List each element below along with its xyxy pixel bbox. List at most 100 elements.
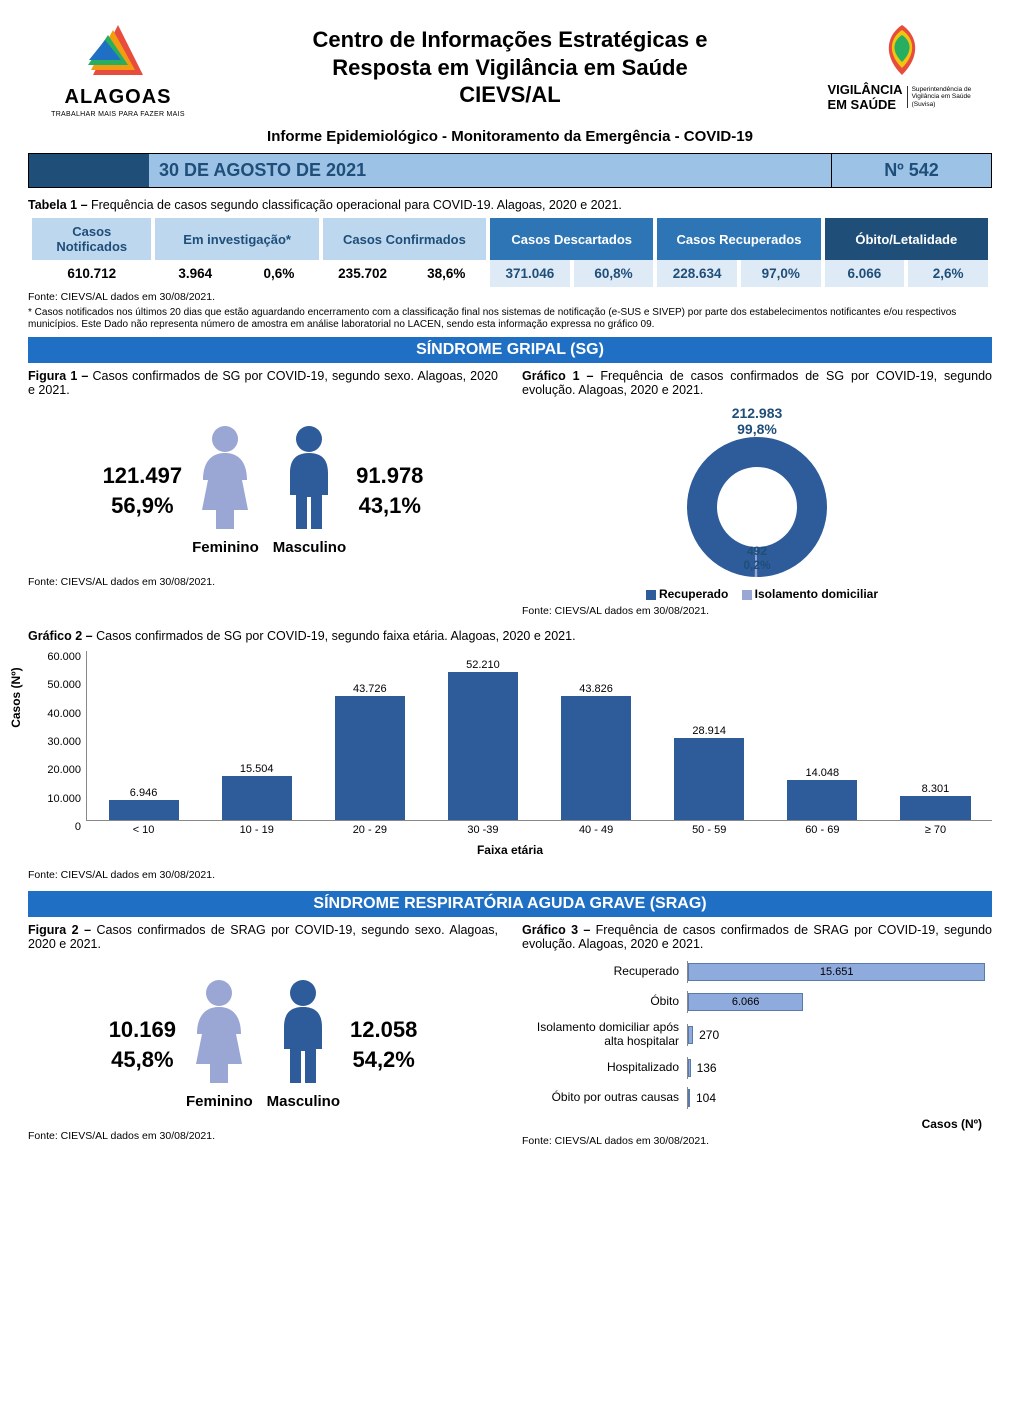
header: ALAGOAS TRABALHAR MAIS PARA FAZER MAIS C… <box>28 20 992 118</box>
g3-bar: 15.651 <box>688 963 985 981</box>
t1-ob-n: 6.066 <box>825 260 905 287</box>
logo-left-sub: TRABALHAR MAIS PARA FAZER MAIS <box>51 111 185 118</box>
masc2-count: 12.058 <box>350 1015 417 1045</box>
g2-bar-category: 30 -39 <box>467 824 498 836</box>
donut-val: 212.983 <box>732 405 783 421</box>
g2-bar-value: 8.301 <box>922 783 950 795</box>
g2-ytick: 40.000 <box>29 708 81 720</box>
donut-small-pct: 0,2% <box>743 558 771 572</box>
grafico1-caption-bold: Gráfico 1 – <box>522 369 594 383</box>
g3-row-label: Recuperado <box>522 965 687 979</box>
t1-conf-n: 235.702 <box>323 260 403 287</box>
t1-desc-p: 60,8% <box>574 260 654 287</box>
g3-row: Isolamento domiciliar após alta hospital… <box>522 1021 992 1049</box>
title-line2: Resposta em Vigilância em Saúde <box>218 54 802 82</box>
t1-ob-p: 2,6% <box>908 260 988 287</box>
g3-xlabel: Casos (Nº) <box>522 1117 992 1131</box>
g2-bar-value: 6.946 <box>130 787 158 799</box>
g3-bar-value: 270 <box>693 1028 719 1042</box>
female-icon-2 <box>188 979 250 1084</box>
figura2-caption-text: Casos confirmados de SRAG por COVID-19, … <box>28 923 498 951</box>
g2-bar-category: < 10 <box>133 824 155 836</box>
subtitle: Informe Epidemiológico - Monitoramento d… <box>28 128 992 145</box>
legend-sw-2 <box>742 590 752 600</box>
g3-row: Óbito6.066 <box>522 991 992 1013</box>
gender-icons-2: Feminino Masculino <box>186 979 340 1110</box>
g3-row-track: 136 <box>687 1057 992 1079</box>
grafico1: Gráfico 1 – Frequência de casos confirma… <box>522 369 992 621</box>
t1-conf-p: 38,6% <box>406 260 486 287</box>
g2-bar <box>561 696 631 820</box>
logo-right-line1: VIGILÂNCIA <box>827 82 902 97</box>
g3-bar-value: 136 <box>691 1061 717 1075</box>
g2-bar-category: 20 - 29 <box>353 824 387 836</box>
vigilancia-logo-icon <box>867 20 937 80</box>
masc-stats: 91.978 43,1% <box>356 461 423 520</box>
fonte-g3: Fonte: CIEVS/AL dados em 30/08/2021. <box>522 1135 992 1147</box>
g2-ytick: 0 <box>29 821 81 833</box>
g2-bar-value: 14.048 <box>805 767 839 779</box>
logo-right-line2: EM SAÚDE <box>827 97 902 112</box>
g2-bar <box>335 696 405 820</box>
t1-h-notificados: Casos Notificados <box>32 218 151 260</box>
t1-inv-p: 0,6% <box>239 260 319 287</box>
fem-stats: 121.497 56,9% <box>103 461 183 520</box>
masc-label: Masculino <box>273 539 346 556</box>
g3-row-label: Hospitalizado <box>522 1061 687 1075</box>
title-line1: Centro de Informações Estratégicas e <box>218 26 802 54</box>
grafico2-caption-bold: Gráfico 2 – <box>28 629 93 643</box>
g2-bar-category: 10 - 19 <box>240 824 274 836</box>
logo-left: ALAGOAS TRABALHAR MAIS PARA FAZER MAIS <box>28 20 208 118</box>
g2-bar <box>674 738 744 820</box>
g3-bar <box>688 1089 690 1107</box>
g2-bar-slot: 8.301≥ 70 <box>879 651 992 820</box>
g2-ytick: 10.000 <box>29 793 81 805</box>
t1-inv-n: 3.964 <box>155 260 235 287</box>
logo-left-text: ALAGOAS <box>65 86 172 109</box>
title-block: Centro de Informações Estratégicas e Res… <box>208 20 812 109</box>
g3-row-track: 104 <box>687 1087 992 1109</box>
g2-ytick: 30.000 <box>29 736 81 748</box>
g2-ylabel: Casos (Nº) <box>9 667 23 727</box>
fonte-t1: Fonte: CIEVS/AL dados em 30/08/2021. <box>28 291 992 303</box>
donut-legend: Recuperado Isolamento domiciliar <box>636 587 878 601</box>
g3-row-label: Óbito por outras causas <box>522 1091 687 1105</box>
g2-bar-slot: 14.04860 - 69 <box>766 651 879 820</box>
g2-bar <box>787 780 857 820</box>
legend-2: Isolamento domiciliar <box>755 587 878 601</box>
donut-small-val: 492 <box>747 544 767 558</box>
figura1: Figura 1 – Casos confirmados de SG por C… <box>28 369 498 621</box>
g2-bar-value: 15.504 <box>240 763 274 775</box>
logo-right: VIGILÂNCIA EM SAÚDE Superintendência de … <box>812 20 992 112</box>
g3-row-label: Óbito <box>522 995 687 1009</box>
donut-pct: 99,8% <box>737 421 777 437</box>
g2-bar-value: 52.210 <box>466 659 500 671</box>
legend-sw-1 <box>646 590 656 600</box>
section-srag: SÍNDROME RESPIRATÓRIA AGUDA GRAVE (SRAG) <box>28 891 992 917</box>
g2-bar-slot: 43.72620 - 29 <box>313 651 426 820</box>
g2-bar-category: 40 - 49 <box>579 824 613 836</box>
male-icon-2 <box>272 979 334 1084</box>
grafico2-chart: Casos (Nº) 010.00020.00030.00040.00050.0… <box>28 651 992 851</box>
g3-bar <box>688 1026 693 1044</box>
g2-ytick: 60.000 <box>29 651 81 663</box>
alagoas-logo-icon <box>73 20 163 84</box>
g2-bar <box>222 776 292 820</box>
g2-bar-category: 50 - 59 <box>692 824 726 836</box>
g2-bar-value: 43.826 <box>579 683 613 695</box>
fonte-fig1: Fonte: CIEVS/AL dados em 30/08/2021. <box>28 576 498 588</box>
date-text: 30 DE AGOSTO DE 2021 <box>149 154 831 187</box>
g2-bar <box>109 800 179 820</box>
report-number: Nº 542 <box>831 154 991 187</box>
grafico2-caption-text: Casos confirmados de SG por COVID-19, se… <box>93 629 576 643</box>
masc2-label: Masculino <box>267 1093 340 1110</box>
tabela1-caption-bold: Tabela 1 – <box>28 198 88 212</box>
g2-bar-slot: 52.21030 -39 <box>426 651 539 820</box>
t1-rec-n: 228.634 <box>657 260 737 287</box>
g2-ytick: 50.000 <box>29 679 81 691</box>
g2-bar-value: 43.726 <box>353 683 387 695</box>
title-line3: CIEVS/AL <box>218 81 802 109</box>
t1-h-investigacao: Em investigação* <box>155 218 318 260</box>
g3-bar <box>688 1059 691 1077</box>
grafico3-caption-text: Frequência de casos confirmados de SRAG … <box>522 923 992 951</box>
